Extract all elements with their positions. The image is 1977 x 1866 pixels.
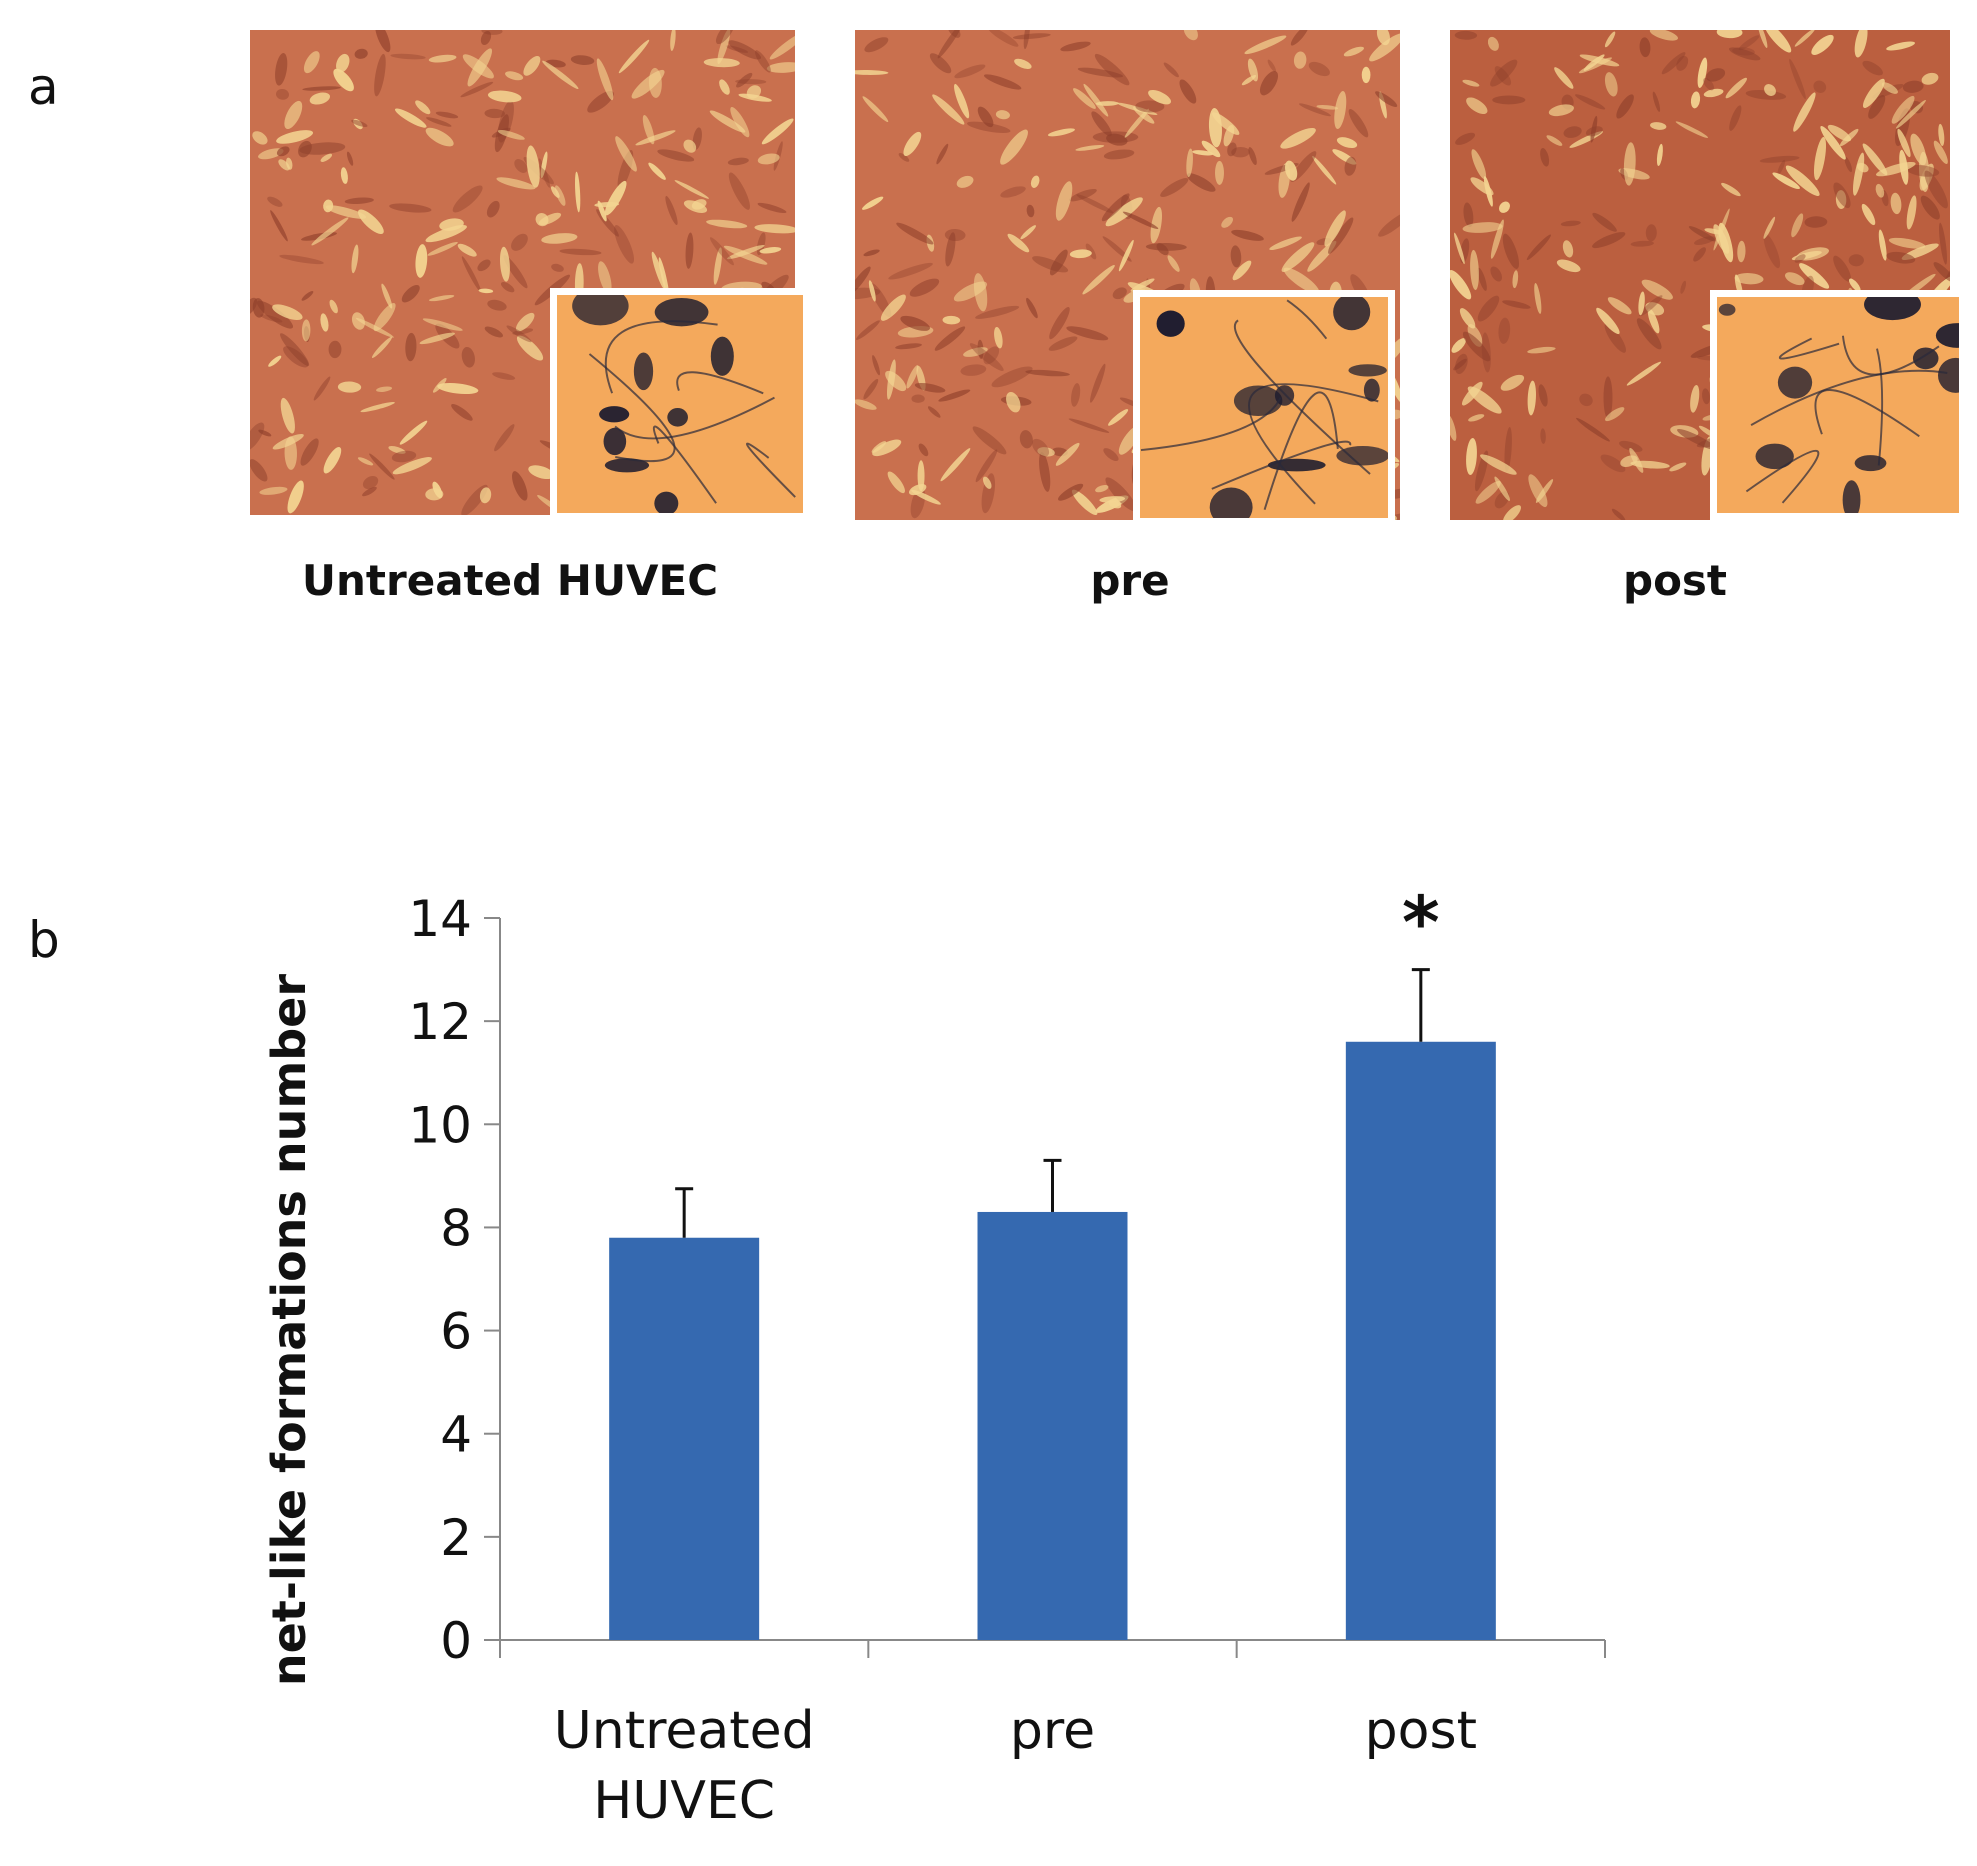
x-category-label: Untreated [554,1701,815,1761]
y-axis-title: net-like formations number [262,974,316,1686]
significance-marker: * [1402,881,1440,965]
inset-untreated [550,288,810,520]
chart-labels: Untreated HUVEC pre * post [554,881,1477,1831]
x-category-label-line2: HUVEC [593,1771,775,1831]
caption-post: post [1623,556,1727,605]
bar [977,1211,1128,1640]
bar-chart: net-like formations number 0 2 4 6 8 10 12 14 U… [262,881,1606,1831]
y-tick-label: 4 [440,1406,472,1464]
y-tick-label: 12 [408,993,472,1051]
bar [609,1237,760,1640]
y-tick-label: 8 [440,1199,472,1257]
y-tick-label: 0 [440,1612,472,1670]
caption-untreated: Untreated HUVEC [301,556,719,605]
panel-a-label: a [28,58,59,116]
x-category-label: post [1365,1701,1477,1761]
x-category-label: pre [1010,1701,1095,1761]
inset-pre [1133,290,1395,525]
caption-pre: pre [1090,556,1170,605]
inset-post [1710,290,1966,520]
panel-b-label: b [28,911,60,969]
y-tick-label: 10 [408,1096,472,1154]
chart-bars [609,968,1496,1640]
y-tick-label: 2 [440,1509,472,1567]
y-tick-label: 14 [408,890,472,948]
bar [1345,1041,1496,1640]
y-tick-label: 6 [440,1303,472,1361]
